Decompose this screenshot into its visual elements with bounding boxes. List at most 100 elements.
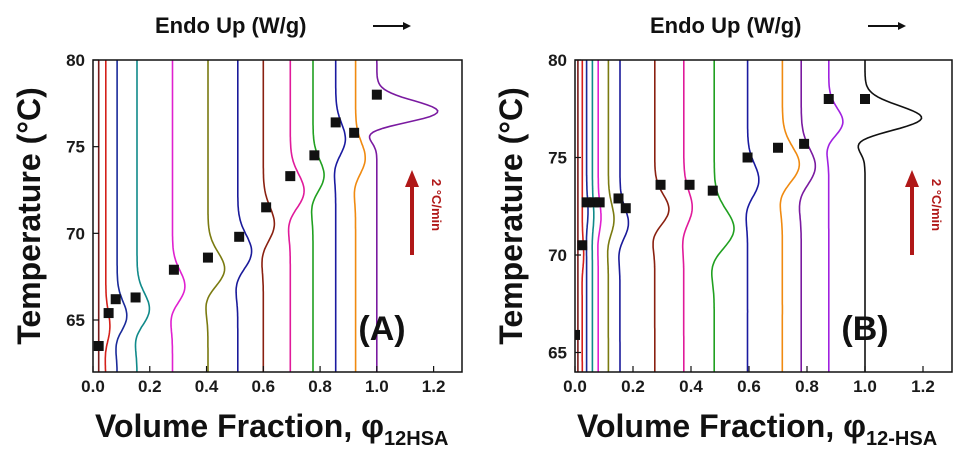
y-axis-title: Temperature (°C) (493, 87, 529, 345)
x-tick-label: 0.0 (81, 377, 105, 396)
x-axis-title-symbol: φ (361, 408, 384, 444)
dsc-curve (652, 60, 670, 372)
dsc-curve (310, 60, 325, 372)
onset-marker (371, 89, 382, 100)
onset-marker (655, 179, 666, 190)
dsc-curve (606, 60, 615, 372)
y-tick-label: 70 (66, 224, 85, 243)
onset-marker (581, 197, 592, 208)
x-tick-label: 0.2 (138, 377, 162, 396)
endo-up-label: Endo Up (W/g) (650, 13, 802, 38)
x-tick-label: 1.2 (911, 377, 935, 396)
dsc-curve (353, 60, 366, 372)
onset-marker (707, 185, 718, 196)
chart-panel-a: Endo Up (W/g) 0.0 0.2 0.4 0.6 0.8 1.0 1.2 65 70 75… (11, 13, 463, 450)
onset-marker (234, 231, 245, 242)
y-axis-title: Temperature (°C) (11, 87, 47, 345)
heating-arrow-head (905, 170, 919, 187)
dsc-curve (711, 60, 735, 372)
x-tick-label: 0.2 (621, 377, 645, 396)
x-tick-label: 1.0 (365, 377, 389, 396)
dsc-curve (597, 60, 602, 372)
plot-frame (92, 59, 463, 373)
y-tick-label: 80 (66, 51, 85, 70)
panel-label: (B) (841, 310, 888, 348)
onset-marker (799, 138, 810, 149)
y-tick-label: 65 (66, 311, 85, 330)
onset-marker (742, 152, 753, 163)
onset-marker (261, 202, 272, 213)
heating-rate-label: 2 °C/min (429, 179, 444, 231)
onset-marker (103, 308, 114, 319)
dsc-curve (745, 60, 760, 372)
y-tick-label: 80 (548, 51, 567, 70)
dsc-curve (333, 60, 347, 372)
onset-marker (577, 240, 588, 251)
onset-marker (330, 117, 341, 128)
plot-area (93, 60, 439, 372)
dsc-curve (779, 60, 801, 372)
onset-marker (860, 94, 870, 104)
dsc-curve (134, 60, 151, 372)
x-tick-label: 0.8 (795, 377, 819, 396)
dsc-curve (581, 60, 585, 372)
endo-up-arrow-head (403, 22, 411, 30)
onset-marker (130, 292, 141, 303)
onset-marker (575, 329, 580, 340)
endo-up-label: Endo Up (W/g) (155, 13, 307, 38)
x-axis-title-main: Volume Fraction, (95, 408, 361, 444)
onset-marker (202, 252, 213, 263)
x-axis-title-subscript: 12HSA (384, 428, 448, 450)
dsc-curve (235, 60, 253, 372)
y-tick-label: 70 (548, 246, 567, 265)
y-tick-label: 75 (548, 149, 567, 168)
plot-area (575, 60, 923, 372)
y-tick-label: 65 (548, 344, 567, 363)
x-axis-title-symbol: φ (843, 408, 866, 444)
onset-marker (773, 142, 783, 153)
dsc-curve (205, 60, 226, 372)
dsc-curve (618, 60, 630, 372)
dsc-curve (798, 60, 817, 372)
dsc-curve (368, 60, 439, 372)
dsc-curve (585, 60, 589, 372)
x-tick-label: 1.2 (422, 377, 446, 396)
onset-marker (588, 197, 599, 208)
y-tick-label: 75 (66, 138, 85, 157)
dsc-curve (826, 60, 844, 372)
onset-marker (594, 197, 605, 208)
x-tick-label: 0.4 (679, 377, 703, 396)
onset-marker (110, 294, 121, 305)
heating-rate-label: 2 °C/min (929, 179, 944, 231)
x-tick-label: 1.0 (853, 377, 877, 396)
dsc-curve (261, 60, 276, 372)
x-tick-label: 0.6 (251, 377, 275, 396)
plot-frame (574, 59, 953, 373)
onset-marker (285, 171, 296, 182)
heating-arrow-head (405, 170, 419, 187)
onset-marker (349, 127, 360, 138)
onset-marker (823, 94, 834, 104)
onset-marker (613, 193, 624, 204)
onset-marker (684, 179, 695, 190)
dsc-curve (591, 60, 595, 372)
dsc-curve (857, 60, 923, 372)
chart-panel-b: Endo Up (W/g) 0.0 0.2 0.4 0.6 0.8 1.0 1.2 65 70 75… (493, 13, 953, 450)
onset-marker (620, 203, 631, 214)
panel-label: (A) (358, 310, 405, 348)
onset-marker (93, 341, 104, 351)
x-axis-title: Volume Fraction, φ12HSA (95, 408, 448, 450)
onset-marker (168, 264, 179, 275)
x-tick-label: 0.6 (737, 377, 761, 396)
dsc-curve (104, 60, 111, 372)
x-tick-label: 0.0 (563, 377, 587, 396)
x-axis-title-main: Volume Fraction, (577, 408, 843, 444)
dsc-curve (115, 60, 128, 372)
x-axis-title: Volume Fraction, φ12-HSA (577, 408, 937, 450)
dsc-curve (681, 60, 693, 372)
endo-up-arrow-head (898, 22, 906, 30)
x-axis-title-subscript: 12-HSA (866, 428, 937, 450)
dsc-curve (170, 60, 186, 372)
x-tick-label: 0.8 (308, 377, 332, 396)
